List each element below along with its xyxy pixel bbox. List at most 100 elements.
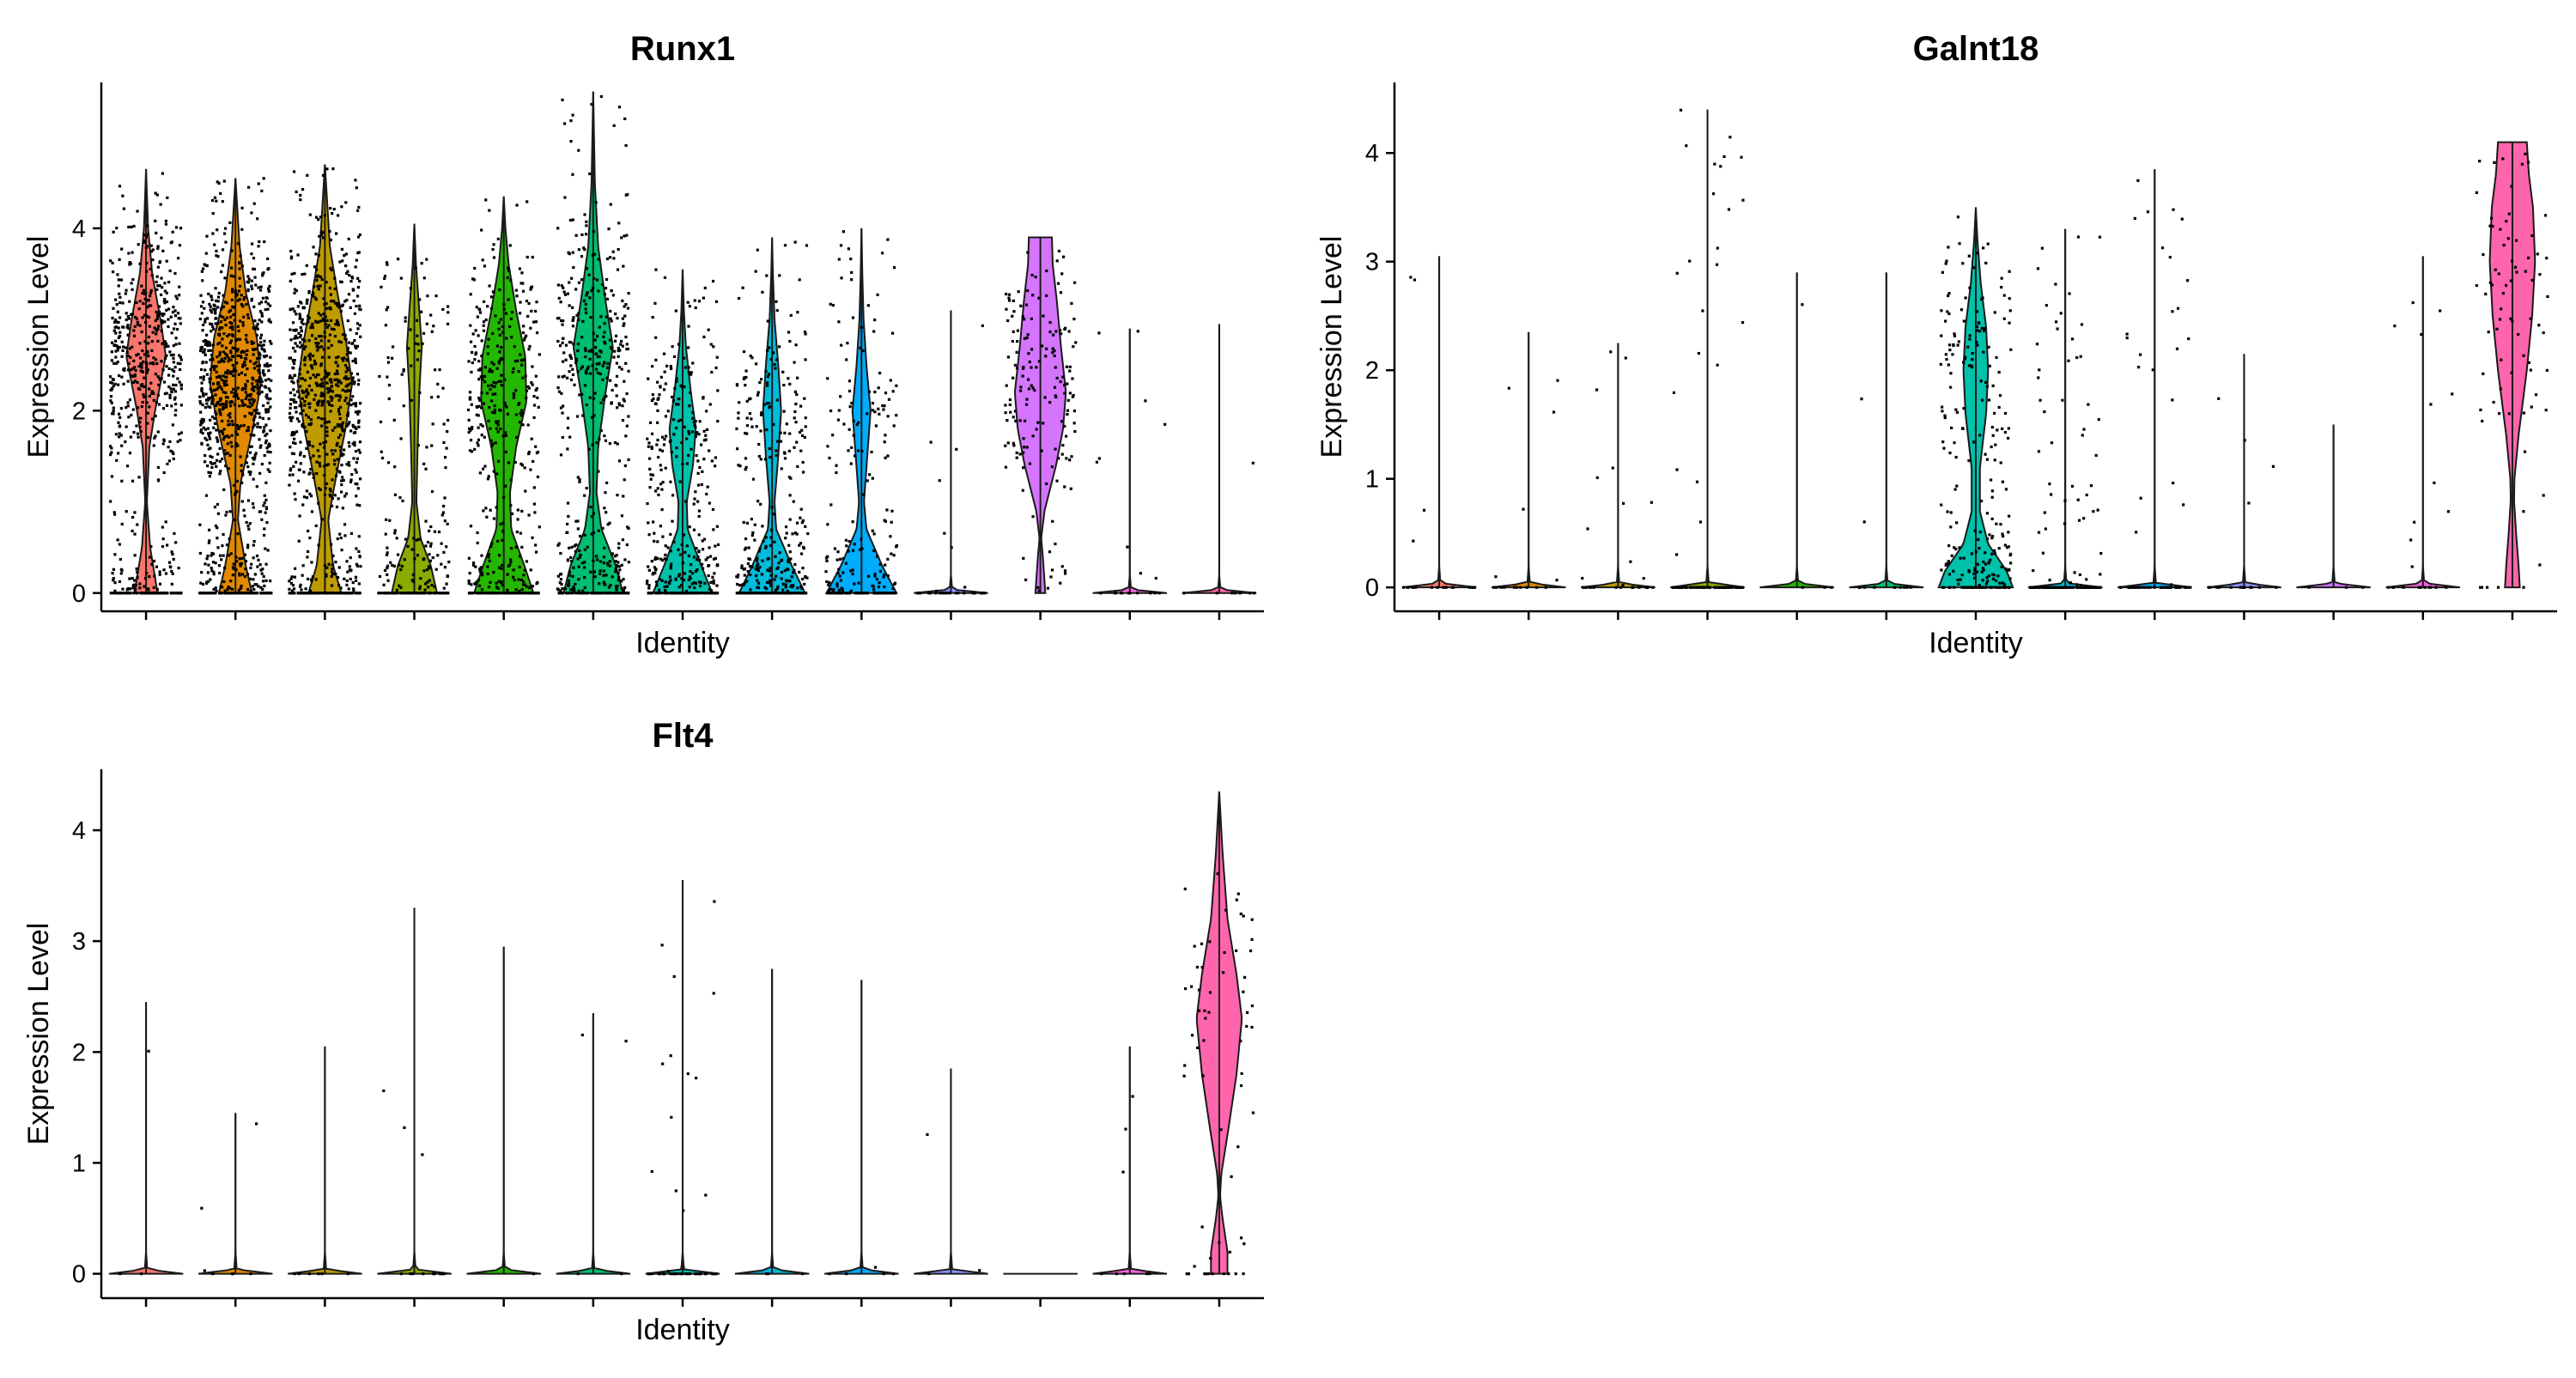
data-point (307, 371, 309, 373)
data-point (241, 388, 244, 391)
data-point (859, 347, 861, 349)
data-point (402, 370, 404, 373)
data-point (337, 385, 339, 387)
data-point (111, 475, 113, 477)
data-point (646, 580, 648, 582)
data-point (131, 516, 134, 519)
data-point (291, 473, 294, 476)
data-point (127, 252, 130, 254)
data-point (1048, 331, 1051, 333)
data-point (671, 345, 674, 348)
data-point (219, 385, 222, 388)
data-point (252, 463, 254, 465)
data-point (259, 444, 262, 446)
data-point (1054, 330, 1057, 332)
data-point (175, 337, 178, 339)
data-point (356, 277, 359, 280)
data-point (173, 361, 175, 363)
data-point (251, 382, 253, 385)
data-point (320, 425, 323, 428)
data-point (203, 375, 205, 378)
data-point (220, 592, 222, 594)
data-point (353, 382, 355, 385)
data-point (689, 392, 691, 394)
data-point (149, 268, 152, 270)
data-point (1012, 442, 1015, 445)
data-point (345, 378, 348, 380)
data-point (594, 338, 597, 341)
data-point (1016, 351, 1018, 354)
data-point (200, 592, 203, 594)
data-point (172, 573, 174, 575)
data-point (314, 337, 317, 340)
data-point (337, 584, 340, 586)
data-point (219, 398, 222, 400)
data-point (118, 435, 120, 438)
data-point (247, 426, 250, 428)
data-point (204, 354, 207, 356)
data-point (219, 555, 222, 557)
data-point (619, 343, 622, 346)
data-point (251, 398, 253, 400)
data-point (337, 592, 339, 594)
data-point (1054, 394, 1057, 397)
data-point (477, 427, 480, 429)
data-point (244, 554, 246, 556)
data-point (399, 586, 402, 589)
data-point (593, 253, 596, 256)
data-point (693, 529, 696, 531)
data-point (229, 321, 232, 324)
data-point (1008, 299, 1011, 301)
data-point (254, 454, 257, 457)
data-point (325, 483, 328, 485)
data-point (337, 373, 339, 375)
data-point (322, 297, 325, 300)
data-point (697, 433, 700, 435)
data-point (683, 357, 685, 360)
data-point (685, 438, 688, 440)
data-point (144, 577, 147, 580)
data-point (668, 581, 671, 584)
data-point (252, 342, 255, 344)
data-point (143, 340, 146, 343)
data-point (603, 331, 605, 334)
data-point (775, 454, 778, 457)
data-point (109, 399, 112, 402)
data-point (1451, 586, 1454, 589)
data-point (315, 525, 318, 527)
data-point (218, 292, 221, 294)
data-point (339, 434, 342, 436)
data-point (494, 392, 496, 395)
data-point (222, 360, 225, 362)
data-point (160, 236, 162, 239)
data-point (886, 238, 889, 240)
data-point (761, 291, 763, 294)
data-point (166, 543, 168, 546)
data-point (343, 495, 346, 497)
data-point (295, 430, 298, 433)
data-point (878, 386, 880, 389)
data-point (1055, 480, 1058, 483)
data-point (477, 414, 480, 416)
data-point (752, 478, 755, 481)
data-point (600, 402, 603, 404)
data-point (625, 234, 628, 237)
data-point (755, 362, 757, 365)
data-point (136, 568, 138, 570)
data-point (590, 289, 592, 292)
data-point (231, 420, 234, 422)
data-point (269, 405, 271, 408)
data-point (625, 348, 628, 350)
data-point (845, 562, 848, 565)
data-point (743, 568, 745, 571)
data-point (557, 375, 560, 378)
data-point (343, 592, 346, 594)
data-point (134, 369, 137, 372)
data-point (337, 324, 339, 326)
data-point (173, 558, 175, 561)
data-point (241, 472, 244, 475)
data-point (114, 326, 117, 329)
data-point (423, 592, 426, 594)
data-point (499, 334, 501, 337)
data-point (704, 287, 707, 289)
